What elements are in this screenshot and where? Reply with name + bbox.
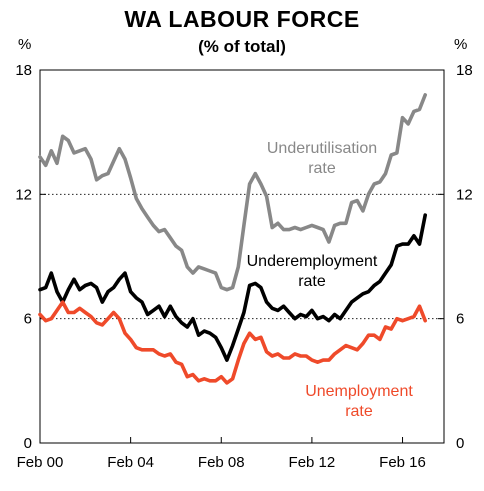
y-unit-left: % — [18, 36, 31, 53]
x-tick-label: Feb 08 — [198, 454, 245, 471]
plot-frame — [39, 69, 445, 444]
y-tick-label-left: 12 — [15, 186, 32, 203]
y-tick-label-left: 0 — [24, 435, 32, 452]
series-label-3-line-1: Unemployment — [305, 383, 413, 400]
x-tick-label: Feb 16 — [379, 454, 426, 471]
x-tick-label: Feb 12 — [289, 454, 336, 471]
y-tick-label-right: 18 — [456, 62, 473, 79]
y-tick-label-left: 6 — [24, 311, 32, 328]
y-tick-label-right: 12 — [456, 186, 473, 203]
x-tick-label: Feb 04 — [107, 454, 154, 471]
x-tick-label: Feb 00 — [17, 454, 64, 471]
y-tick-label-right: 0 — [456, 435, 464, 452]
series-label-2-line-1: Underemployment — [247, 253, 378, 270]
y-unit-right: % — [454, 36, 467, 53]
chart-title: WA LABOUR FORCE — [124, 6, 360, 32]
y-tick-label-right: 6 — [456, 311, 464, 328]
series-label-2-line-2: rate — [298, 273, 326, 290]
series-label-1-line-2: rate — [308, 160, 336, 177]
chart-subtitle: (% of total) — [198, 37, 286, 56]
series-label-3-line-2: rate — [345, 403, 373, 420]
series-line-underemployment-rate — [38, 213, 428, 362]
y-tick-label-left: 18 — [15, 62, 32, 79]
series-line-underutilisation-rate — [38, 93, 428, 292]
series-line-unemployment-rate — [38, 300, 428, 385]
series-label-1-line-1: Underutilisation — [267, 140, 377, 157]
